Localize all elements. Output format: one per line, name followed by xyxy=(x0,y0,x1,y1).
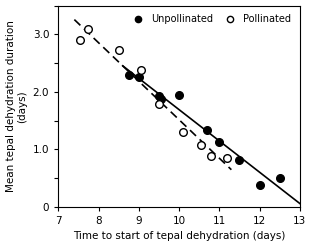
Unpollinated xyxy=(156,94,161,98)
Pollinated xyxy=(86,27,91,31)
Pollinated xyxy=(156,103,161,106)
Unpollinated xyxy=(177,93,182,97)
Unpollinated xyxy=(217,141,222,144)
Unpollinated xyxy=(158,97,163,101)
Pollinated xyxy=(199,143,204,147)
Pollinated xyxy=(181,130,186,134)
Unpollinated xyxy=(126,73,131,77)
Pollinated xyxy=(209,154,214,158)
Legend: Unpollinated, Pollinated: Unpollinated, Pollinated xyxy=(125,10,295,28)
Unpollinated xyxy=(277,176,282,180)
Pollinated xyxy=(116,48,121,52)
Unpollinated xyxy=(136,76,141,80)
Unpollinated xyxy=(237,158,242,162)
Unpollinated xyxy=(257,183,262,187)
X-axis label: Time to start of tepal dehydration (days): Time to start of tepal dehydration (days… xyxy=(73,231,285,242)
Y-axis label: Mean tepal dehydration duration
(days): Mean tepal dehydration duration (days) xyxy=(6,20,27,192)
Pollinated xyxy=(138,68,143,72)
Pollinated xyxy=(78,38,83,42)
Unpollinated xyxy=(205,128,210,132)
Pollinated xyxy=(225,156,230,160)
